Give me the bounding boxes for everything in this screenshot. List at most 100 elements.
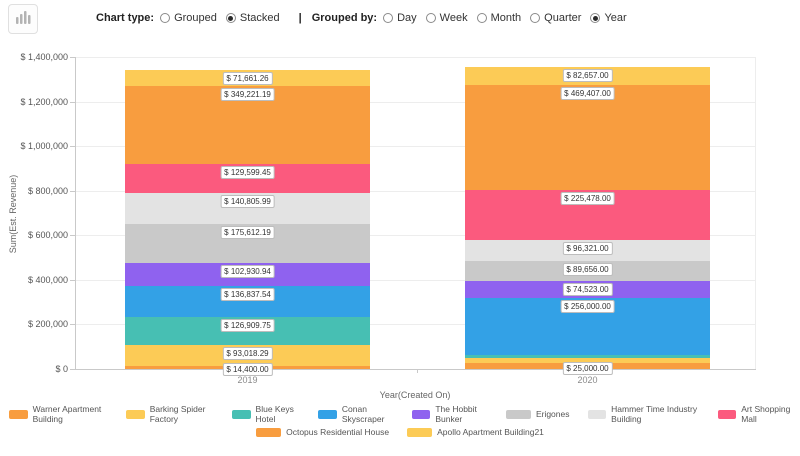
y-tick-label: $ 0 (55, 364, 68, 374)
segment-value-label: $ 140,805.99 (220, 194, 275, 208)
y-tick-label: $ 1,200,000 (20, 96, 68, 107)
legend-swatch (411, 409, 431, 419)
gridline (75, 190, 755, 192)
legend-label: Blue Keys Hotel (255, 404, 294, 424)
plot-right-border (755, 57, 756, 369)
chart-type-label: Chart type: (96, 12, 155, 24)
radio-circle[interactable] (425, 13, 436, 23)
legend-swatch (256, 427, 282, 437)
bar-chart-icon (15, 9, 31, 30)
y-tick-label: $ 1,400,000 (20, 52, 68, 62)
radio-chart-type-stacked[interactable]: Stacked (225, 12, 280, 24)
bar-segment-2020-2[interactable] (465, 354, 710, 358)
bar-segment-2020-1[interactable] (465, 357, 710, 364)
legend-item[interactable]: Conan Skyscraper (318, 404, 393, 424)
segment-value-label: $ 175,612.19 (220, 226, 275, 240)
y-tick-label: $ 1,000,000 (20, 141, 68, 152)
segment-value-label: $ 71,661.26 (222, 72, 273, 86)
radio-grouped-by-quarter[interactable]: Quarter (530, 12, 581, 24)
legend: Warner Apartment Building Barking Spider … (0, 404, 800, 440)
toolbar: Chart type: Grouped Stacked | Grouped by:… (0, 0, 800, 36)
legend-label: Apollo Apartment Building21 (437, 427, 544, 437)
grouped-by-label: Grouped by: (311, 12, 378, 24)
x-category-label: 2019 (237, 375, 258, 385)
y-tick-mark (70, 190, 75, 192)
legend-swatch (717, 409, 737, 419)
segment-value-label: $ 89,656.00 (562, 263, 613, 277)
segment-value-label: $ 256,000.00 (560, 299, 615, 313)
legend-row: Octopus Residential House Apollo Apartmen… (247, 427, 553, 437)
legend-item[interactable]: Octopus Residential House (256, 427, 389, 437)
segment-value-label: $ 96,321.00 (562, 241, 613, 255)
segment-value-label: $ 93,018.29 (222, 347, 273, 361)
x-category-label: 2020 (577, 375, 598, 385)
legend-swatch (9, 409, 28, 419)
y-axis-title: Sum(Est. Revenue) (8, 174, 18, 254)
gridline (75, 235, 755, 237)
legend-label: Octopus Residential House (286, 427, 390, 437)
y-tick-mark (70, 101, 75, 103)
y-tick-mark (70, 279, 75, 281)
gridline (75, 279, 755, 281)
legend-swatch (587, 409, 607, 419)
radio-grouped-by-week[interactable]: Week (425, 12, 468, 24)
y-tick-mark (70, 57, 75, 58)
radio-grouped-by-day[interactable]: Day (383, 12, 417, 24)
x-axis-title: Year(Created On) (379, 390, 451, 400)
radio-circle[interactable] (590, 13, 601, 23)
gridline (75, 146, 755, 148)
legend-swatch (407, 427, 433, 437)
radio-circle[interactable] (530, 13, 541, 23)
segment-value-label: $ 349,221.19 (220, 88, 275, 102)
radio-label: Day (397, 12, 417, 24)
x-axis-line (75, 369, 756, 370)
gridline (75, 101, 755, 103)
radio-circle[interactable] (383, 13, 394, 23)
y-axis-line (75, 57, 76, 369)
segment-value-label: $ 102,930.94 (220, 265, 275, 279)
legend-item[interactable]: Blue Keys Hotel (232, 404, 300, 424)
y-tick-mark (70, 369, 75, 370)
x-tick-mark (417, 369, 418, 373)
y-tick-mark (70, 235, 75, 237)
segment-value-label: $ 82,657.00 (562, 68, 613, 82)
chart-controls: Chart type: Grouped Stacked | Grouped by:… (96, 0, 636, 36)
radio-circle[interactable] (160, 13, 171, 23)
segment-value-label: $ 469,407.00 (560, 86, 615, 100)
legend-swatch (318, 409, 337, 419)
legend-item[interactable]: Hammer Time Industry Building (587, 404, 700, 424)
legend-row: Warner Apartment Building Barking Spider … (0, 404, 800, 424)
y-tick-mark (70, 324, 75, 326)
segment-value-label: $ 126,909.75 (220, 318, 275, 332)
legend-label: Art Shopping Mall (741, 404, 791, 424)
segment-value-label: $ 74,523.00 (562, 283, 613, 297)
radio-grouped-by-year[interactable]: Year (590, 12, 627, 24)
legend-item[interactable]: Warner Apartment Building (9, 404, 108, 424)
radio-label: Year (604, 12, 627, 24)
legend-item[interactable]: Barking Spider Factory (126, 404, 214, 424)
legend-swatch (505, 409, 531, 419)
segment-value-label: $ 225,478.00 (560, 191, 615, 205)
legend-label: Erigones (535, 409, 570, 419)
y-tick-mark (70, 146, 75, 148)
segment-value-label: $ 129,599.45 (220, 165, 275, 179)
gridline (75, 324, 755, 326)
radio-chart-type-grouped[interactable]: Grouped (160, 12, 217, 24)
radio-circle[interactable] (225, 13, 236, 23)
legend-label: Conan Skyscraper (341, 404, 385, 424)
legend-item[interactable]: Erigones (505, 409, 570, 419)
chart-settings-button[interactable] (8, 4, 38, 34)
radio-grouped-by-month[interactable]: Month (476, 12, 521, 24)
y-tick-label: $ 800,000 (27, 185, 68, 196)
legend-item[interactable]: Art Shopping Mall (717, 404, 791, 424)
y-tick-label: $ 600,000 (27, 230, 68, 241)
radio-circle[interactable] (476, 13, 487, 23)
bar-segment-2020-8[interactable] (465, 84, 710, 190)
radio-label: Grouped (174, 12, 217, 24)
legend-item[interactable]: The Hobbit Bunker (411, 404, 488, 424)
radio-label: Stacked (239, 12, 280, 24)
legend-item[interactable]: Apollo Apartment Building21 (407, 427, 544, 437)
radio-label: Week (439, 12, 468, 24)
gridline (75, 57, 755, 58)
